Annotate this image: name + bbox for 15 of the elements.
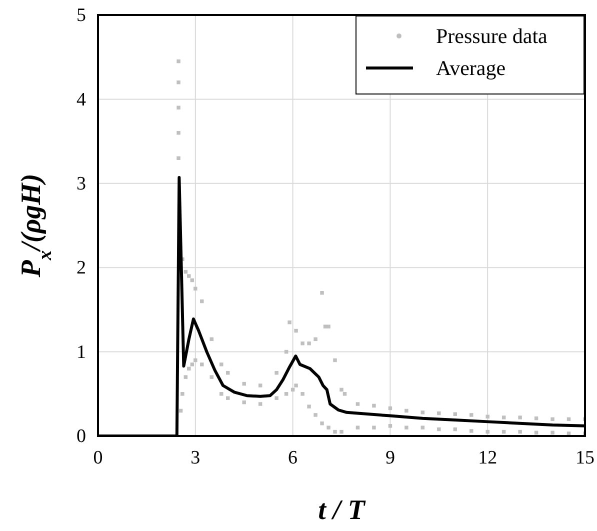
x-tick-label: 6 <box>288 447 298 468</box>
y-tick-label: 3 <box>76 173 86 194</box>
y-tick-label: 2 <box>76 258 86 279</box>
y-tick-label: 0 <box>76 426 86 448</box>
x-tick-label: 3 <box>190 447 200 468</box>
x-tick-label: 15 <box>576 447 594 468</box>
legend-label: Average <box>436 56 506 80</box>
y-tick-label: 5 <box>76 5 86 26</box>
x-tick-label: 12 <box>478 447 498 468</box>
x-tick-label: 9 <box>385 447 395 468</box>
x-tick-label: 0 <box>93 447 103 468</box>
y-tick-label: 4 <box>76 89 86 110</box>
x-axis-title: t / T <box>318 495 367 526</box>
y-tick-label: 1 <box>76 342 86 363</box>
legend-label: Pressure data <box>436 24 548 48</box>
